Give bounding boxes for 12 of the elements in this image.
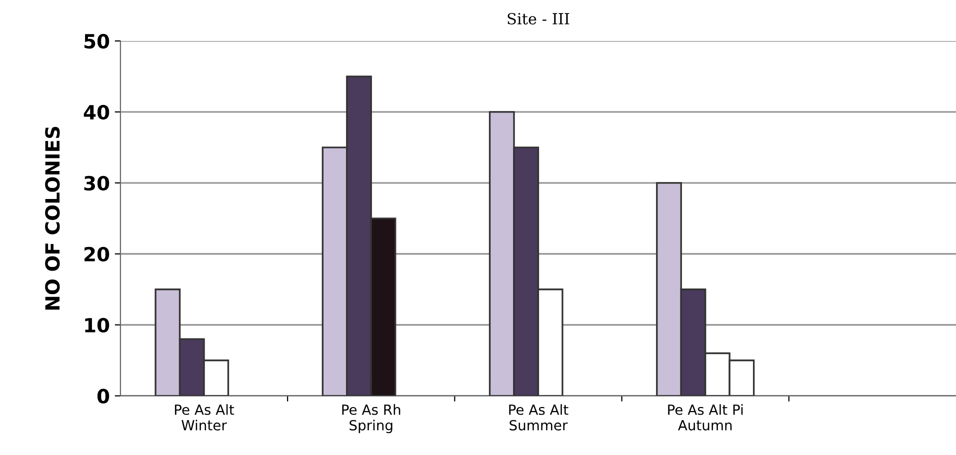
y-tick-label: 40 [84, 104, 110, 120]
y-tick-label: 30 [84, 176, 110, 191]
y-tick-label: 10 [85, 318, 110, 333]
x-tick-label: Pe As Rh Spring [342, 404, 400, 434]
x-tick-label: Pe As Alt Pi Autumn [668, 404, 743, 430]
y-tick-label: 0 [97, 388, 110, 404]
x-tick-label: Pe As Alt Winter [174, 404, 234, 430]
y-tick-label: 50 [84, 34, 110, 49]
chart-title: Site - III [508, 12, 570, 24]
y-axis-title: NO OF COLONIES [45, 126, 60, 310]
y-tick-label: 20 [84, 246, 110, 262]
x-tick-label: Pe As Alt Summer [509, 404, 568, 430]
